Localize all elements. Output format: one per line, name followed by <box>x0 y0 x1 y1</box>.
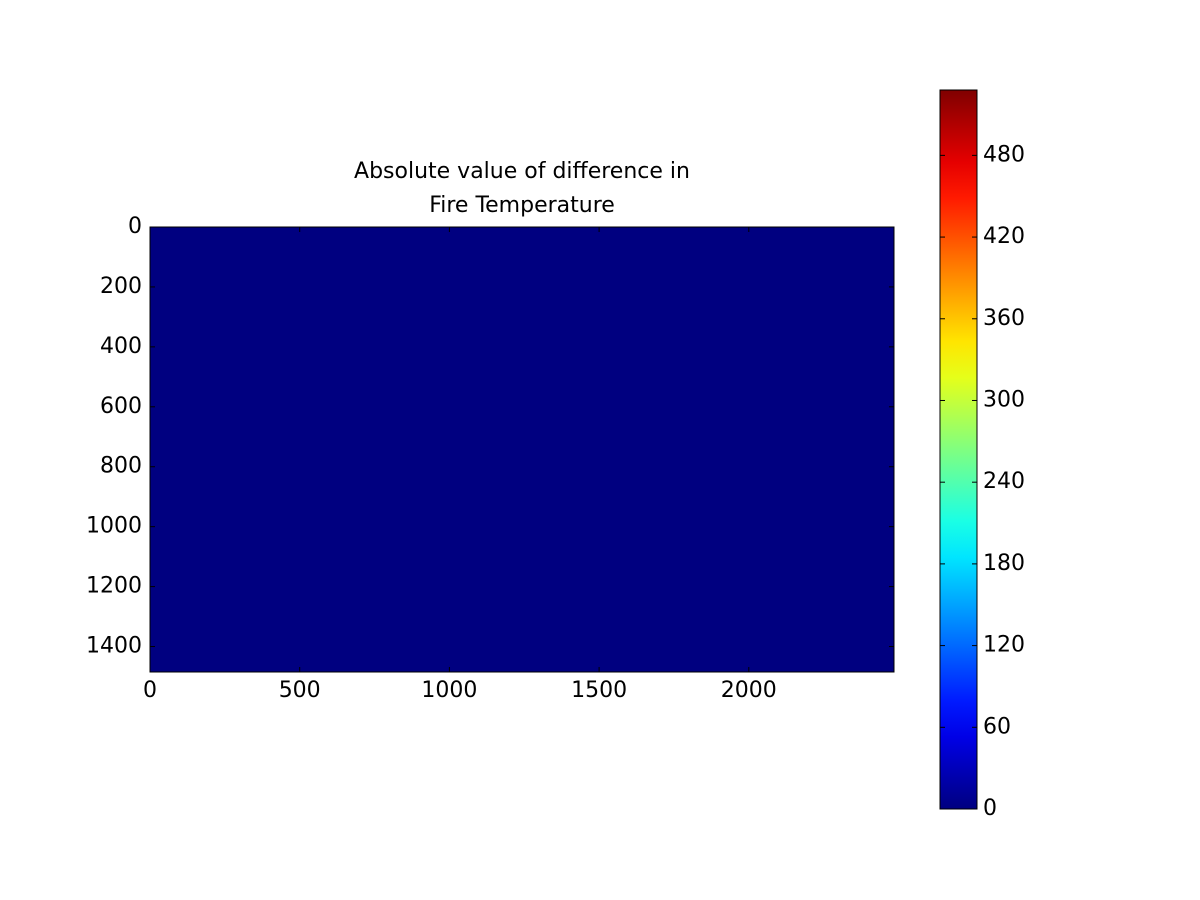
heatmap-cell <box>150 227 894 672</box>
y-tick-label: 1000 <box>86 514 142 539</box>
colorbar-tick-label: 0 <box>983 796 997 821</box>
colorbar <box>939 89 978 810</box>
y-tick-label: 0 <box>128 214 142 239</box>
y-tick-label: 200 <box>100 274 142 299</box>
x-tick-label: 0 <box>143 678 157 703</box>
y-tick-label: 1200 <box>86 574 142 599</box>
colorbar-tick-label: 300 <box>983 387 1025 412</box>
y-tick-label: 800 <box>100 454 142 479</box>
colorbar-tick-label: 120 <box>983 633 1025 658</box>
colorbar-tick-label: 360 <box>983 306 1025 331</box>
y-tick-label: 600 <box>100 394 142 419</box>
plot-frame <box>149 226 895 673</box>
colorbar-tick-label: 480 <box>983 142 1025 167</box>
x-tick-label: 1500 <box>571 678 627 703</box>
colorbar-tick-label: 420 <box>983 224 1025 249</box>
y-tick-label: 1400 <box>86 634 142 659</box>
y-tick-label: 400 <box>100 334 142 359</box>
chart-title: Absolute value of difference in Fire Temp… <box>354 159 690 218</box>
colorbar-tick-label: 60 <box>983 714 1011 739</box>
colorbar-tick-label: 240 <box>983 469 1025 494</box>
x-tick-label: 500 <box>279 678 321 703</box>
colorbar-tick-label: 180 <box>983 551 1025 576</box>
x-tick-label: 1000 <box>421 678 477 703</box>
x-tick-label: 2000 <box>721 678 777 703</box>
